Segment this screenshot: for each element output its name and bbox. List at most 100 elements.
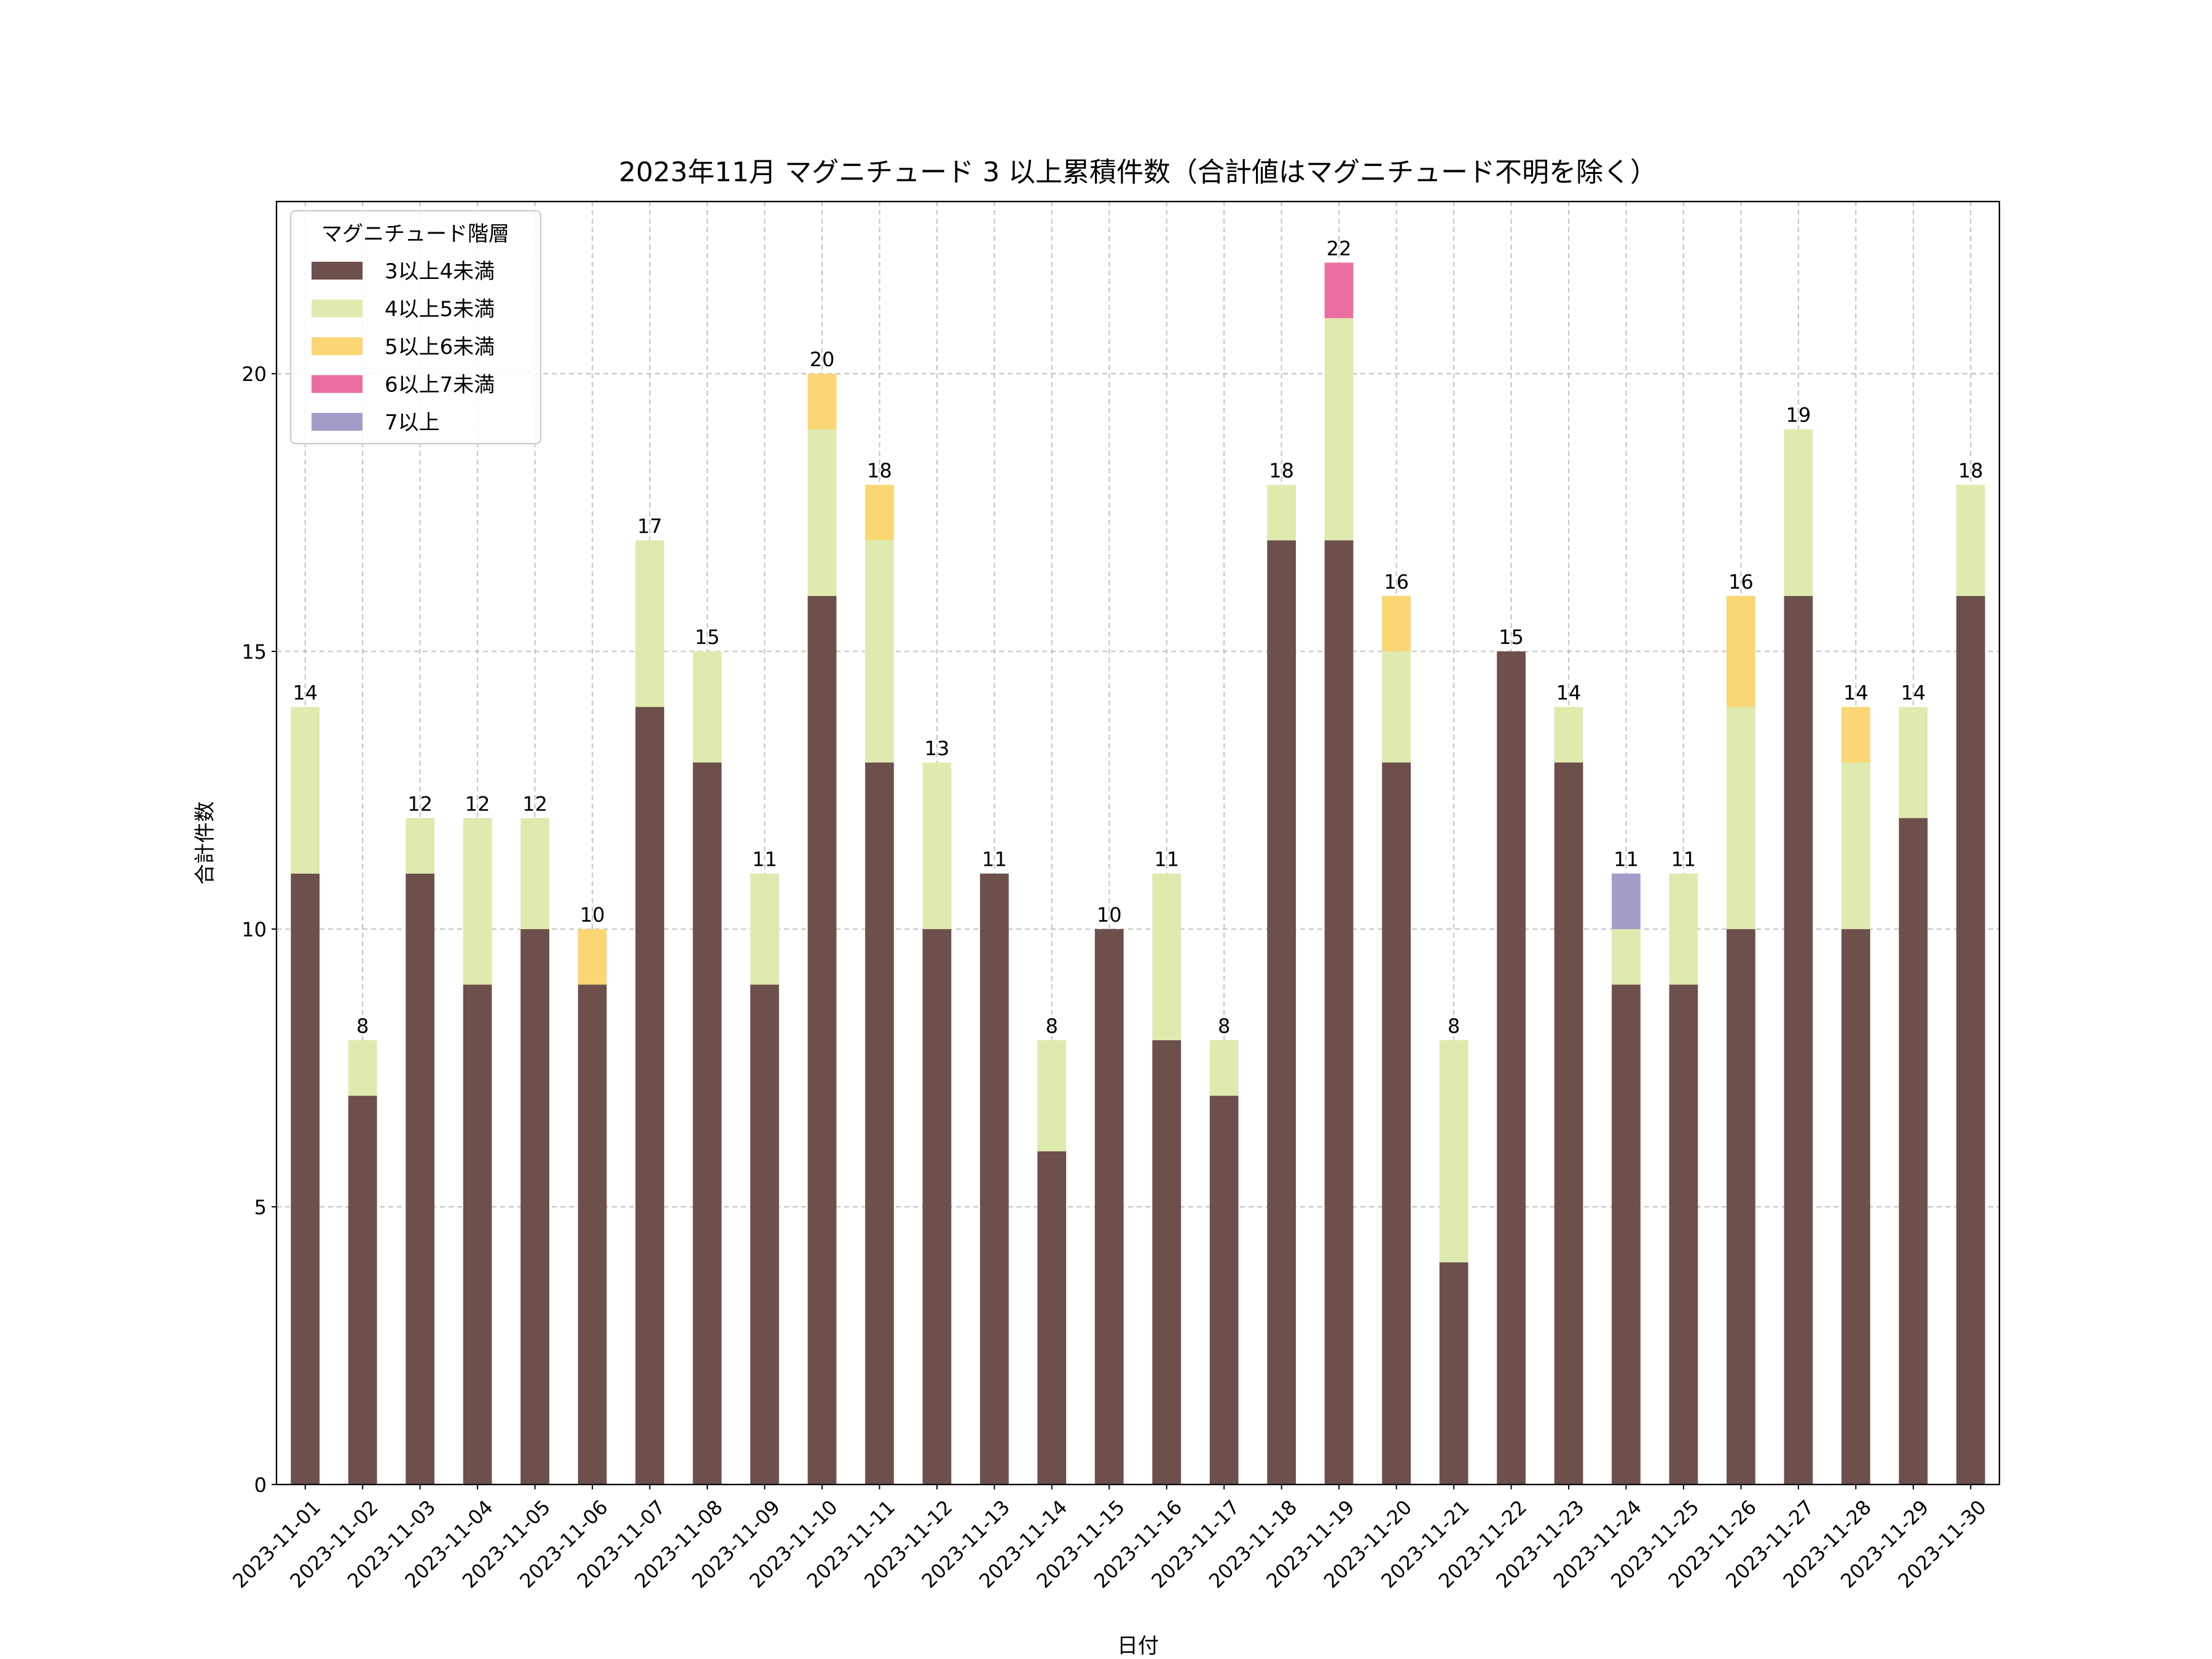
bar-segment bbox=[1899, 707, 1928, 818]
bar-segment bbox=[1899, 818, 1928, 1484]
total-label: 10 bbox=[580, 903, 605, 927]
total-label: 8 bbox=[1046, 1014, 1058, 1038]
total-label: 20 bbox=[810, 348, 835, 371]
total-label: 10 bbox=[1097, 903, 1122, 927]
bar-segment bbox=[1094, 929, 1124, 1484]
bar-segment bbox=[348, 1096, 377, 1484]
legend-title: マグニチュード階層 bbox=[321, 222, 509, 246]
total-label: 14 bbox=[1556, 681, 1582, 705]
total-label: 18 bbox=[1958, 459, 1983, 482]
total-label: 17 bbox=[637, 514, 662, 538]
plot-frame bbox=[275, 200, 2001, 1486]
bars bbox=[291, 262, 1985, 1484]
legend: マグニチュード階層 3以上4未満 4以上5未満 5以上6未満 6以上7未満 7以上 bbox=[289, 210, 542, 445]
bar-segment bbox=[1037, 1151, 1067, 1484]
legend-label: 3以上4未満 bbox=[385, 259, 495, 284]
x-axis: 2023-11-012023-11-022023-11-032023-11-04… bbox=[228, 1484, 1991, 1593]
bar-segment bbox=[750, 873, 779, 985]
bar-segment bbox=[1669, 873, 1698, 985]
bar-segment bbox=[1727, 707, 1755, 930]
bar-segment bbox=[635, 540, 664, 707]
bar-segment bbox=[1152, 1040, 1182, 1484]
bar-segment bbox=[1727, 595, 1755, 707]
bar-segment bbox=[1612, 929, 1641, 985]
total-label: 8 bbox=[1218, 1014, 1230, 1038]
bar-segment bbox=[1382, 762, 1411, 1484]
bar-segment bbox=[1612, 873, 1641, 930]
total-label: 11 bbox=[1671, 848, 1696, 871]
legend-swatch bbox=[312, 299, 363, 318]
chart-title: 2023年11月 マグニチュード 3 以上累積件数（合計値はマグニチュード不明を… bbox=[619, 157, 1657, 188]
bar-segment bbox=[1841, 929, 1870, 1484]
bar-segment bbox=[1209, 1040, 1239, 1096]
bar-segment bbox=[1497, 651, 1526, 1484]
y-tick-label: 20 bbox=[241, 363, 267, 386]
bar-segment bbox=[406, 818, 435, 874]
bar-segment bbox=[1209, 1096, 1239, 1484]
bar-segment bbox=[692, 762, 722, 1484]
total-label: 18 bbox=[1269, 459, 1294, 482]
legend-label: 5以上6未満 bbox=[385, 335, 495, 359]
total-label: 11 bbox=[982, 848, 1007, 871]
y-axis: 0 5 10 15 20 bbox=[241, 363, 276, 1497]
total-label: 11 bbox=[1154, 848, 1179, 871]
bar-segment bbox=[520, 818, 549, 930]
bar-segment bbox=[807, 429, 837, 596]
y-tick-label: 15 bbox=[241, 640, 267, 664]
bar-segment bbox=[1554, 707, 1583, 763]
bar-segment bbox=[807, 374, 837, 429]
y-tick-label: 10 bbox=[241, 918, 267, 941]
total-label: 14 bbox=[1900, 681, 1926, 705]
legend-label: 7以上 bbox=[385, 410, 440, 435]
bar-segment bbox=[922, 929, 952, 1484]
total-label: 11 bbox=[1614, 848, 1639, 871]
legend-swatch bbox=[312, 262, 363, 280]
total-label: 18 bbox=[867, 459, 892, 482]
bar-segment bbox=[1382, 651, 1411, 763]
total-label: 12 bbox=[407, 792, 433, 815]
bar-segment bbox=[1037, 1040, 1067, 1151]
y-axis-label: 合計件数 bbox=[193, 801, 218, 885]
bar-segment bbox=[578, 984, 607, 1484]
legend-label: 6以上7未満 bbox=[385, 373, 495, 398]
bar-segment bbox=[1554, 762, 1583, 1484]
bar-segment bbox=[1267, 484, 1296, 541]
total-label: 11 bbox=[752, 848, 777, 871]
bar-segment bbox=[635, 707, 664, 1484]
bar-segment bbox=[291, 707, 320, 874]
bar-segment bbox=[1267, 540, 1296, 1484]
bar-segment bbox=[1324, 540, 1354, 1484]
bar-segment bbox=[1439, 1262, 1469, 1484]
legend-swatch bbox=[312, 375, 363, 393]
bar-segment bbox=[1956, 595, 1985, 1484]
total-label: 14 bbox=[1843, 681, 1869, 705]
total-label: 16 bbox=[1384, 570, 1409, 594]
bar-segment bbox=[1382, 595, 1411, 652]
bar-segment bbox=[1841, 762, 1870, 930]
legend-label: 4以上5未満 bbox=[385, 297, 495, 322]
bar-segment bbox=[1324, 262, 1354, 318]
bar-segment bbox=[406, 873, 435, 1484]
bar-segment bbox=[692, 651, 722, 763]
bar-segment bbox=[291, 873, 320, 1484]
y-tick-label: 0 bbox=[254, 1473, 267, 1497]
total-labels: 14 8 12 12 12 10 17 15 11 20 18 13 11 8 10 11 8 18 22 16 8 15… bbox=[292, 237, 1983, 1037]
bar-segment bbox=[1324, 318, 1354, 541]
total-label: 22 bbox=[1327, 237, 1352, 260]
legend-swatch bbox=[312, 337, 363, 355]
x-axis-label: 日付 bbox=[1117, 1634, 1159, 1658]
bar-segment bbox=[865, 540, 894, 763]
bar-segment bbox=[865, 762, 894, 1484]
bar-segment bbox=[463, 984, 492, 1484]
bar-segment bbox=[807, 595, 837, 1484]
y-tick-label: 5 bbox=[254, 1196, 267, 1219]
total-label: 15 bbox=[1499, 626, 1524, 649]
bar-segment bbox=[750, 984, 779, 1484]
bar-segment bbox=[348, 1040, 377, 1096]
total-label: 12 bbox=[465, 792, 490, 815]
bar-segment bbox=[1439, 1040, 1469, 1263]
bar-segment bbox=[463, 818, 492, 985]
legend-swatch bbox=[312, 413, 363, 431]
bar-segment bbox=[1669, 984, 1698, 1484]
